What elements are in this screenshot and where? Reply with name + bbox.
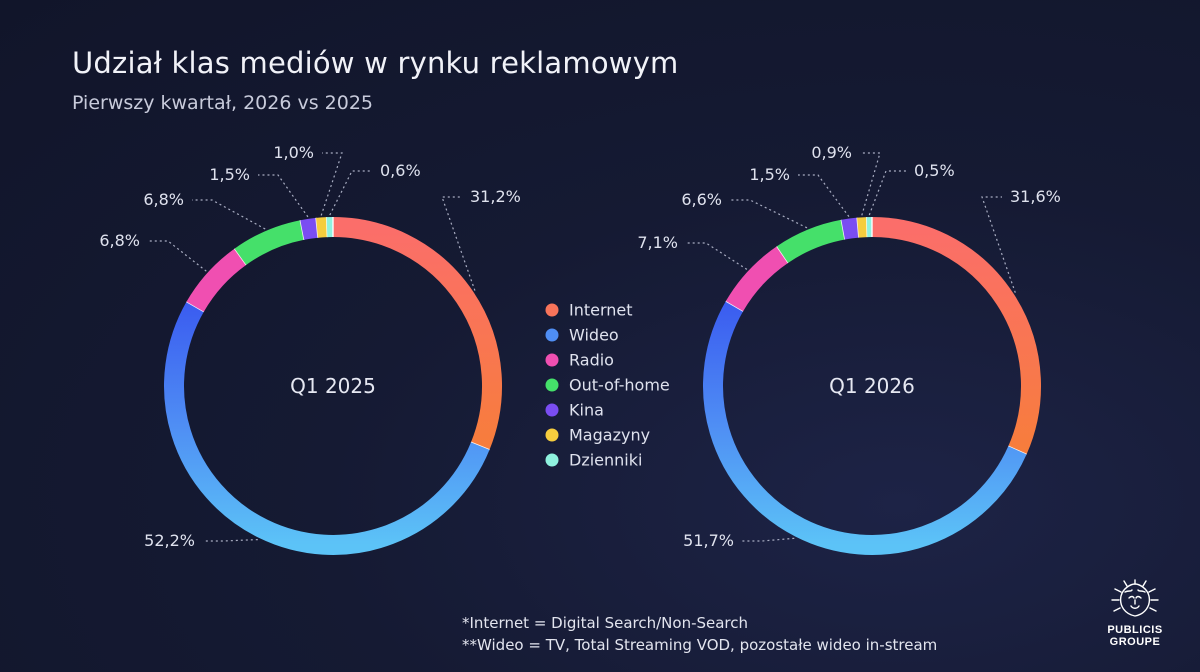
legend-label: Magazyny — [569, 426, 650, 445]
leader-line — [730, 199, 808, 229]
legend-swatch — [545, 378, 559, 392]
slice-label: 31,6% — [1010, 187, 1061, 206]
donut-slice-out-of-home — [776, 219, 846, 263]
legend-label: Internet — [569, 301, 633, 320]
legend-label: Dzienniki — [569, 451, 642, 470]
footnote-internet: *Internet = Digital Search/Non-Search — [462, 614, 749, 632]
slice-label: 0,6% — [380, 161, 421, 180]
legend-label: Radio — [569, 351, 614, 370]
legend-label: Kina — [569, 401, 604, 420]
leader-line — [203, 539, 258, 542]
donut-chart-2: 31,6% 51,7% 7,1% 6,6% 1,5% 0,9% 0,5% Q1 2026 — [637, 143, 1061, 555]
donut-slice-wideo — [703, 301, 1027, 555]
slice-label: 52,2% — [144, 531, 195, 550]
slice-label: 1,5% — [749, 165, 790, 184]
slice-label: 0,5% — [914, 161, 955, 180]
legend-swatch — [545, 453, 559, 467]
leader-line — [148, 240, 207, 272]
donut-slice-kina — [300, 217, 319, 240]
leader-line — [686, 242, 748, 270]
legend-item: Wideo — [545, 326, 619, 345]
legend-item: Out-of-home — [545, 376, 670, 395]
legend-swatch — [545, 403, 559, 417]
donut-slice-kina — [841, 217, 860, 240]
donut-slice-radio — [725, 246, 789, 312]
legend-swatch — [545, 353, 559, 367]
chart-title: Udział klas mediów w rynku reklamowym — [72, 46, 679, 80]
leader-line — [798, 174, 850, 217]
donut-slice-wideo — [164, 301, 490, 555]
legend-swatch — [545, 328, 559, 342]
publicis-logo: PUBLICIS GROUPE — [1090, 578, 1180, 648]
leader-line — [192, 199, 266, 230]
legend-swatch — [545, 428, 559, 442]
legend: Internet Wideo Radio Out-of-home Kina Magazyn… — [545, 301, 670, 470]
legend-swatch — [545, 303, 559, 317]
slice-label: 1,5% — [209, 165, 250, 184]
leader-line — [258, 174, 309, 218]
slice-label: 7,1% — [637, 233, 678, 252]
slice-label: 6,8% — [143, 190, 184, 209]
slice-label: 6,6% — [681, 190, 722, 209]
slice-label: 1,0% — [273, 143, 314, 162]
legend-label: Out-of-home — [569, 376, 670, 395]
legend-item: Magazyny — [545, 426, 650, 445]
leader-line — [981, 196, 1016, 293]
footnote-wideo: **Wideo = TV, Total Streaming VOD, pozos… — [462, 636, 938, 654]
donut-chart-1: 31,2% 52,2% 6,8% 6,8% 1,5% 1,0% 0,6% Q1 2025 — [99, 143, 521, 555]
legend-item: Dzienniki — [545, 451, 642, 470]
leader-line — [868, 170, 906, 216]
legend-item: Internet — [545, 301, 633, 320]
slice-label: 31,2% — [470, 187, 521, 206]
donut-slice-radio — [186, 248, 247, 312]
leader-line — [860, 152, 881, 216]
chart-subtitle: Pierwszy kwartał, 2026 vs 2025 — [72, 92, 374, 114]
legend-item: Radio — [545, 351, 614, 370]
slice-label: 51,7% — [683, 531, 734, 550]
donut-slice-magazyny — [316, 217, 328, 238]
footnotes: *Internet = Digital Search/Non-Search **… — [462, 612, 937, 656]
legend-label: Wideo — [569, 326, 619, 345]
logo-line-2: GROUPE — [1109, 636, 1161, 648]
legend-item: Kina — [545, 401, 604, 420]
slice-label: 0,9% — [811, 143, 852, 162]
donut-slice-internet — [332, 217, 503, 450]
leader-line — [329, 170, 372, 216]
donut-slice-out-of-home — [234, 220, 305, 265]
leader-line — [320, 152, 343, 216]
logo-line-1: PUBLICIS — [1107, 624, 1163, 636]
donut-slice-magazyny — [857, 217, 868, 238]
leader-line — [742, 537, 795, 542]
lion-emblem-icon — [1111, 579, 1159, 617]
donut-center-label: Q1 2025 — [290, 374, 376, 398]
slice-label: 6,8% — [99, 231, 140, 250]
donut-slice-internet — [871, 217, 1041, 455]
donut-center-label: Q1 2026 — [829, 374, 915, 398]
